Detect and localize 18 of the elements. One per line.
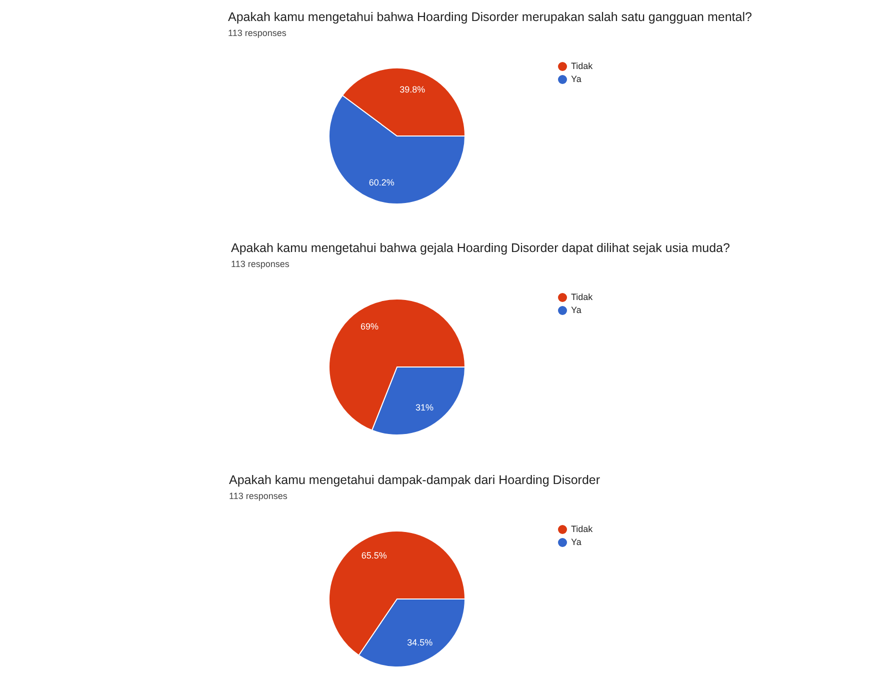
data-label: 31%: [416, 402, 434, 412]
legend-label: Ya: [571, 305, 582, 315]
legend-label: Tidak: [571, 292, 593, 302]
chart-title: Apakah kamu mengetahui bahwa gejala Hoarding Disorder dapat dilihat sejak usia muda?: [231, 241, 730, 255]
legend-label: Ya: [571, 74, 582, 84]
chart-subtitle: 113 responses: [228, 28, 286, 38]
chart-subtitle: 113 responses: [229, 491, 288, 501]
data-label: 69%: [360, 322, 378, 332]
legend-label: Tidak: [571, 524, 593, 534]
legend-label: Tidak: [571, 61, 593, 71]
data-label: 65.5%: [361, 550, 387, 561]
chart-title: Apakah kamu mengetahui dampak-dampak dari Hoarding Disorder: [229, 473, 600, 487]
legend-label: Ya: [571, 537, 582, 547]
data-label: 34.5%: [407, 637, 433, 648]
data-label: 39.8%: [400, 84, 426, 95]
chart-title: Apakah kamu mengetahui bahwa Hoarding Disorder merupakan salah satu gangguan mental?: [228, 10, 752, 24]
chart-subtitle: 113 responses: [231, 259, 290, 269]
data-label: 60.2%: [368, 177, 394, 188]
